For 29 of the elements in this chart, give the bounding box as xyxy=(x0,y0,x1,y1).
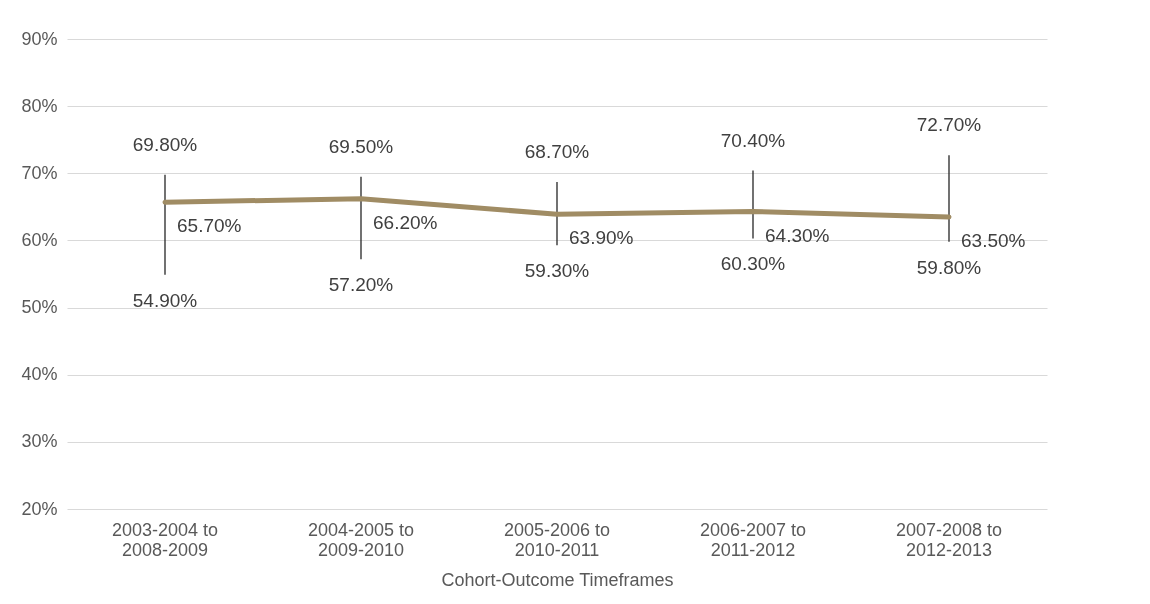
annotation: 59.80% xyxy=(916,256,982,278)
y-tick-label: 40% xyxy=(21,364,58,385)
y-tick-label: 20% xyxy=(21,498,58,519)
x-tick-label: 2003-2004 to 2008-2009 xyxy=(111,519,219,560)
annotation: 60.30% xyxy=(720,253,786,275)
data-label: 63.50% xyxy=(961,229,1026,251)
annotation: 59.30% xyxy=(524,260,590,282)
annotation: 54.90% xyxy=(132,289,198,311)
x-axis-title: Cohort-Outcome Timeframes xyxy=(441,569,674,590)
data-label: 63.90% xyxy=(569,227,634,249)
x-tick-label: 2006-2007 to 2011-2012 xyxy=(699,519,807,560)
annotation: 69.50% xyxy=(328,135,394,157)
x-tick-label: 2005-2006 to 2010-2011 xyxy=(503,519,611,560)
y-tick-label: 60% xyxy=(21,229,58,250)
x-tick-label: 2004-2005 to 2009-2010 xyxy=(307,519,415,560)
x-tick-label: 2007-2008 to 2012-2013 xyxy=(895,519,1003,560)
y-tick-label: 90% xyxy=(21,28,58,49)
annotation: 72.70% xyxy=(916,114,982,136)
data-label: 66.20% xyxy=(373,211,438,233)
y-tick-label: 50% xyxy=(21,297,58,318)
data-label: 64.30% xyxy=(765,224,830,246)
y-tick-label: 80% xyxy=(21,95,58,116)
annotation: 57.20% xyxy=(328,274,394,296)
annotation: 68.70% xyxy=(524,141,590,163)
annotation: 69.80% xyxy=(132,133,198,155)
data-label: 65.70% xyxy=(177,215,242,237)
y-tick-label: 30% xyxy=(21,431,58,452)
y-tick-label: 70% xyxy=(21,162,58,183)
annotation: 70.40% xyxy=(720,129,786,151)
